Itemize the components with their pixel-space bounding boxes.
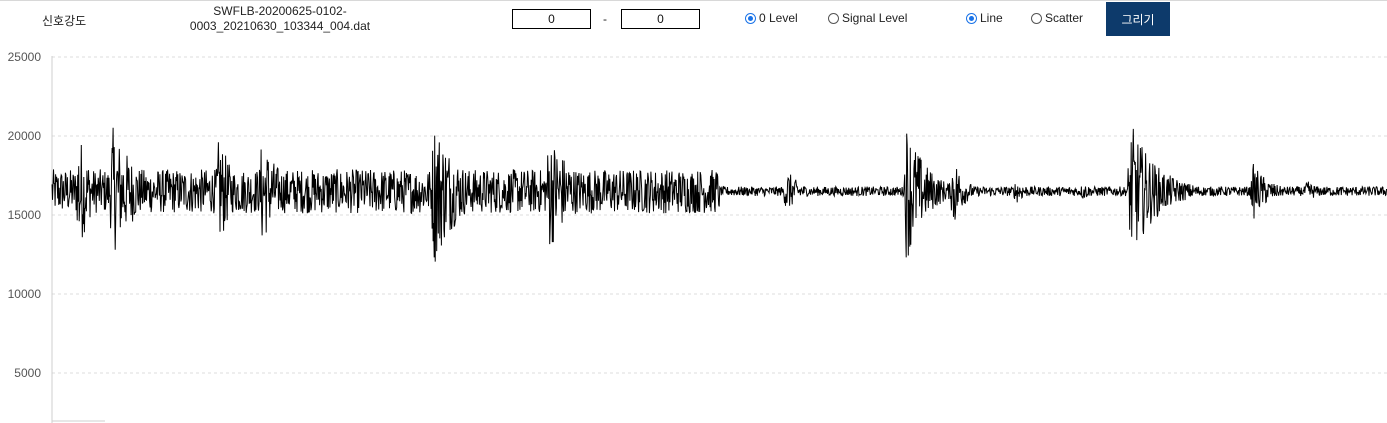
y-tick-label-5000: 5000 (14, 366, 41, 380)
radio-signal-level[interactable]: Signal Level (828, 11, 907, 25)
radio-zero-level[interactable]: 0 Level (745, 11, 798, 25)
y-tick-label-20000: 20000 (8, 129, 42, 143)
file-name: SWFLB-20200625-0102- 0003_20210630_10334… (180, 4, 380, 34)
range-start-input[interactable] (512, 9, 591, 29)
radio-zero-level-label: 0 Level (759, 11, 798, 25)
y-tick-label-25000: 25000 (8, 50, 42, 64)
file-name-line1: SWFLB-20200625-0102- (213, 4, 347, 18)
range-end-input[interactable] (621, 9, 700, 29)
y-axis: 25000 20000 15000 10000 5000 (8, 50, 42, 380)
radio-zero-level-dot[interactable] (745, 12, 756, 24)
y-tick-label-15000: 15000 (8, 208, 42, 222)
range-separator: - (603, 12, 607, 26)
grid-layer (52, 56, 1387, 374)
signal-chart: 25000 20000 15000 10000 5000 (8, 50, 1387, 423)
toolbar: 신호강도 SWFLB-20200625-0102- 0003_20210630_… (0, 0, 1387, 44)
radio-line-dot[interactable] (966, 12, 977, 24)
chart-title-label: 신호강도 (42, 14, 87, 28)
file-name-line2: 0003_20210630_103344_004.dat (189, 19, 371, 33)
radio-scatter-dot[interactable] (1031, 12, 1042, 24)
y-tick-label-10000: 10000 (8, 287, 42, 301)
series-signal-line (51, 127, 1387, 262)
radio-scatter-label: Scatter (1045, 11, 1084, 25)
radio-line-label: Line (980, 11, 1003, 25)
radio-line[interactable]: Line (966, 11, 1003, 25)
radio-signal-level-label: Signal Level (842, 11, 908, 25)
radio-signal-level-dot[interactable] (828, 12, 839, 24)
draw-button[interactable]: 그리기 (1106, 2, 1170, 36)
radio-scatter[interactable]: Scatter (1031, 11, 1083, 25)
